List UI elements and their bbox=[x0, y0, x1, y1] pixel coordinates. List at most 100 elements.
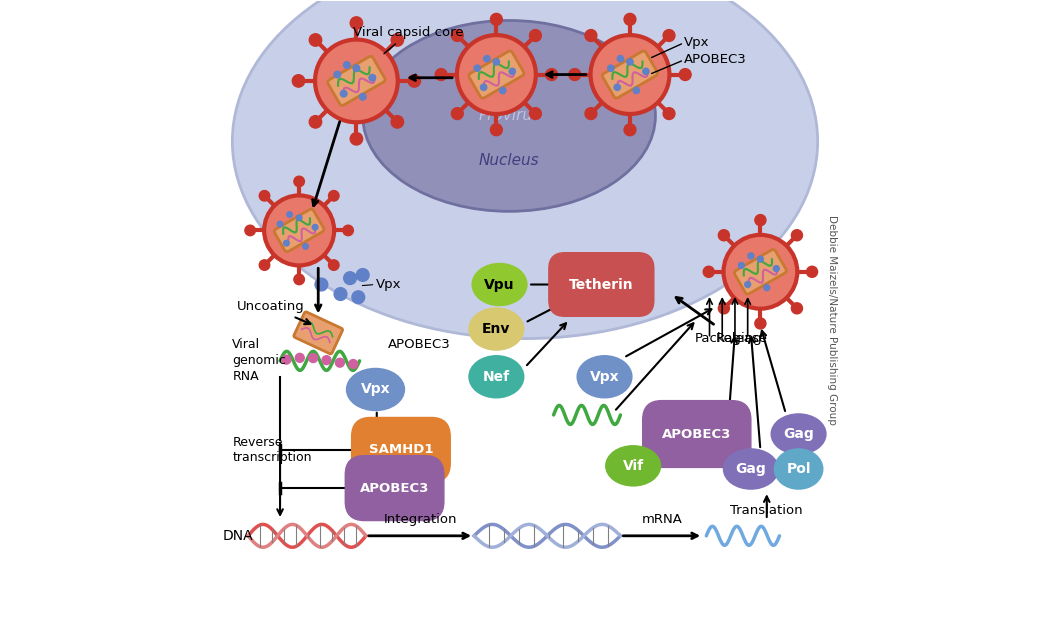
Circle shape bbox=[664, 108, 675, 119]
Ellipse shape bbox=[469, 356, 523, 397]
Circle shape bbox=[718, 303, 730, 314]
Circle shape bbox=[792, 229, 802, 241]
Circle shape bbox=[315, 40, 398, 122]
Circle shape bbox=[277, 221, 282, 227]
Text: Gag: Gag bbox=[783, 427, 814, 441]
Circle shape bbox=[359, 93, 366, 100]
Circle shape bbox=[334, 288, 346, 300]
Circle shape bbox=[349, 360, 358, 369]
FancyBboxPatch shape bbox=[345, 456, 444, 521]
Circle shape bbox=[353, 65, 360, 72]
Circle shape bbox=[343, 272, 356, 284]
Text: mRNA: mRNA bbox=[642, 513, 682, 527]
FancyBboxPatch shape bbox=[643, 401, 751, 467]
FancyBboxPatch shape bbox=[734, 249, 786, 294]
Circle shape bbox=[723, 235, 797, 309]
FancyBboxPatch shape bbox=[468, 51, 524, 98]
Circle shape bbox=[748, 253, 754, 259]
Circle shape bbox=[294, 176, 304, 187]
Circle shape bbox=[322, 356, 331, 365]
Circle shape bbox=[509, 68, 516, 75]
FancyBboxPatch shape bbox=[294, 312, 342, 354]
Circle shape bbox=[310, 34, 321, 46]
Circle shape bbox=[633, 88, 639, 94]
Circle shape bbox=[452, 29, 463, 42]
Ellipse shape bbox=[346, 369, 404, 410]
Circle shape bbox=[500, 88, 506, 94]
Text: APOBEC3: APOBEC3 bbox=[360, 482, 429, 495]
Circle shape bbox=[679, 68, 691, 81]
Circle shape bbox=[806, 266, 818, 277]
Text: DNA: DNA bbox=[223, 529, 253, 543]
Circle shape bbox=[309, 353, 317, 362]
Circle shape bbox=[259, 260, 270, 270]
Circle shape bbox=[351, 133, 362, 145]
Text: Vpx: Vpx bbox=[361, 383, 391, 396]
Text: SAMHD1: SAMHD1 bbox=[369, 443, 434, 456]
Circle shape bbox=[614, 84, 621, 91]
Circle shape bbox=[792, 303, 802, 314]
Circle shape bbox=[295, 353, 304, 362]
Circle shape bbox=[392, 34, 403, 46]
Text: Vpu: Vpu bbox=[484, 277, 514, 291]
Circle shape bbox=[245, 225, 255, 236]
Circle shape bbox=[287, 212, 292, 217]
Circle shape bbox=[457, 35, 536, 114]
Circle shape bbox=[335, 358, 344, 367]
Circle shape bbox=[282, 355, 291, 364]
Circle shape bbox=[284, 240, 289, 246]
Circle shape bbox=[718, 229, 730, 241]
Circle shape bbox=[490, 13, 502, 26]
Text: APOBEC3: APOBEC3 bbox=[684, 54, 747, 66]
Ellipse shape bbox=[472, 264, 527, 305]
Text: Integration: Integration bbox=[383, 513, 457, 527]
Circle shape bbox=[744, 282, 751, 288]
Circle shape bbox=[481, 84, 487, 91]
Circle shape bbox=[664, 29, 675, 42]
Circle shape bbox=[738, 263, 744, 268]
Ellipse shape bbox=[469, 309, 523, 350]
Circle shape bbox=[546, 68, 558, 81]
Circle shape bbox=[643, 68, 649, 75]
Text: Vpx: Vpx bbox=[376, 278, 401, 291]
Text: Debbie Maizels/Nature Publishing Group: Debbie Maizels/Nature Publishing Group bbox=[826, 215, 837, 424]
Ellipse shape bbox=[606, 446, 660, 486]
Text: Nef: Nef bbox=[483, 370, 510, 384]
Ellipse shape bbox=[232, 0, 818, 339]
Circle shape bbox=[343, 62, 350, 68]
FancyBboxPatch shape bbox=[549, 252, 654, 316]
Circle shape bbox=[757, 256, 763, 262]
Text: Env: Env bbox=[482, 322, 510, 336]
FancyBboxPatch shape bbox=[352, 417, 450, 482]
Text: Translation: Translation bbox=[731, 504, 803, 517]
Circle shape bbox=[624, 13, 636, 26]
Text: APOBEC3: APOBEC3 bbox=[388, 339, 450, 351]
Circle shape bbox=[340, 90, 346, 97]
Circle shape bbox=[392, 116, 403, 128]
Circle shape bbox=[585, 29, 596, 42]
Text: Provirus: Provirus bbox=[478, 109, 540, 123]
FancyBboxPatch shape bbox=[603, 51, 657, 98]
Circle shape bbox=[369, 74, 376, 81]
Circle shape bbox=[529, 29, 542, 42]
Text: Reverse
transcription: Reverse transcription bbox=[232, 436, 312, 464]
Circle shape bbox=[334, 71, 340, 78]
Ellipse shape bbox=[578, 356, 631, 397]
Text: Nucleus: Nucleus bbox=[479, 153, 540, 168]
Circle shape bbox=[569, 68, 581, 81]
Text: Vpx: Vpx bbox=[684, 36, 710, 49]
Text: Gag: Gag bbox=[735, 462, 766, 476]
Circle shape bbox=[608, 65, 614, 72]
Circle shape bbox=[755, 215, 765, 226]
Text: Tetherin: Tetherin bbox=[569, 277, 633, 291]
Circle shape bbox=[310, 116, 321, 128]
Circle shape bbox=[436, 68, 447, 81]
Circle shape bbox=[294, 274, 304, 284]
Circle shape bbox=[755, 318, 765, 329]
Text: Packaging: Packaging bbox=[695, 332, 762, 345]
Circle shape bbox=[315, 278, 328, 291]
Circle shape bbox=[302, 243, 309, 249]
Circle shape bbox=[627, 59, 633, 65]
FancyBboxPatch shape bbox=[328, 56, 385, 105]
Circle shape bbox=[356, 268, 370, 281]
